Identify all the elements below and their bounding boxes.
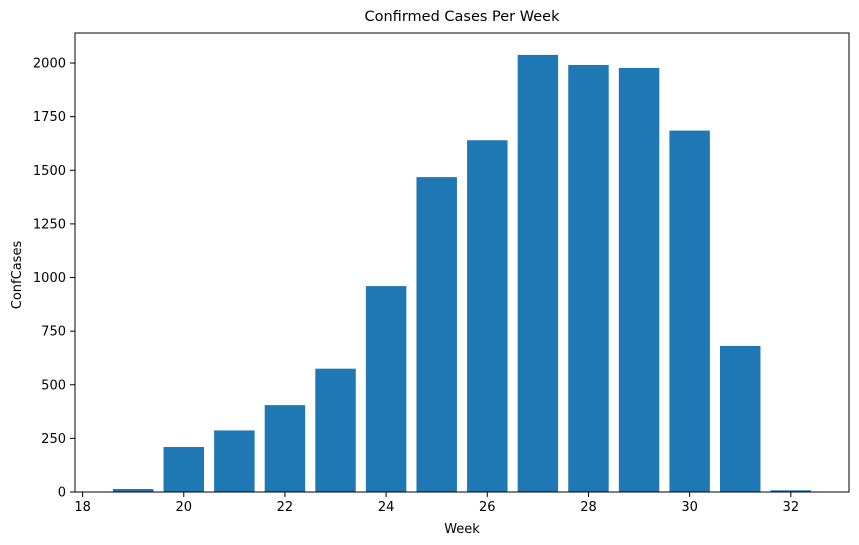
y-tick-label: 2000 — [33, 57, 66, 72]
y-tick-label: 1500 — [33, 164, 66, 179]
y-tick-label: 1250 — [33, 217, 66, 232]
bar-week-28 — [568, 64, 609, 493]
y-tick-label: 0 — [58, 486, 66, 501]
plot-frame — [74, 32, 850, 493]
bar-week-30 — [669, 130, 710, 492]
bar-week-27 — [517, 54, 559, 493]
bar-week-29 — [618, 67, 660, 492]
x-tick-label: 26 — [479, 500, 496, 515]
bar-week-24 — [365, 286, 407, 492]
x-tick-label: 20 — [175, 500, 192, 515]
x-tick-label: 30 — [681, 500, 698, 515]
y-tick-label: 750 — [41, 325, 66, 340]
bar-week-22 — [264, 405, 306, 492]
bar-week-21 — [214, 430, 255, 492]
bar-week-19 — [112, 488, 154, 492]
y-tick-label: 250 — [41, 432, 66, 447]
y-tick-label: 500 — [41, 378, 66, 393]
bar-week-31 — [720, 345, 761, 492]
x-axis-ticks: 18 20 22 24 26 28 30 32 — [74, 492, 799, 515]
x-tick-label: 22 — [277, 500, 294, 515]
bar-week-26 — [467, 140, 508, 493]
y-tick-label: 1000 — [33, 271, 66, 286]
x-tick-label: 32 — [783, 500, 800, 515]
bars-group — [112, 54, 812, 493]
x-axis-label: Week — [444, 522, 480, 537]
x-tick-label: 28 — [580, 500, 597, 515]
x-tick-label: 24 — [378, 500, 395, 515]
x-tick-label: 18 — [74, 500, 91, 515]
y-tick-label: 1750 — [33, 110, 66, 125]
y-axis-ticks: 0 250 500 750 1000 1250 1500 1750 2000 — [33, 57, 75, 501]
bar-week-25 — [416, 177, 457, 492]
bar-week-32 — [770, 490, 812, 492]
chart-title: Confirmed Cases Per Week — [365, 9, 561, 25]
bar-week-23 — [315, 368, 356, 492]
y-axis-label: ConfCases — [10, 241, 25, 310]
bar-week-20 — [163, 446, 204, 492]
